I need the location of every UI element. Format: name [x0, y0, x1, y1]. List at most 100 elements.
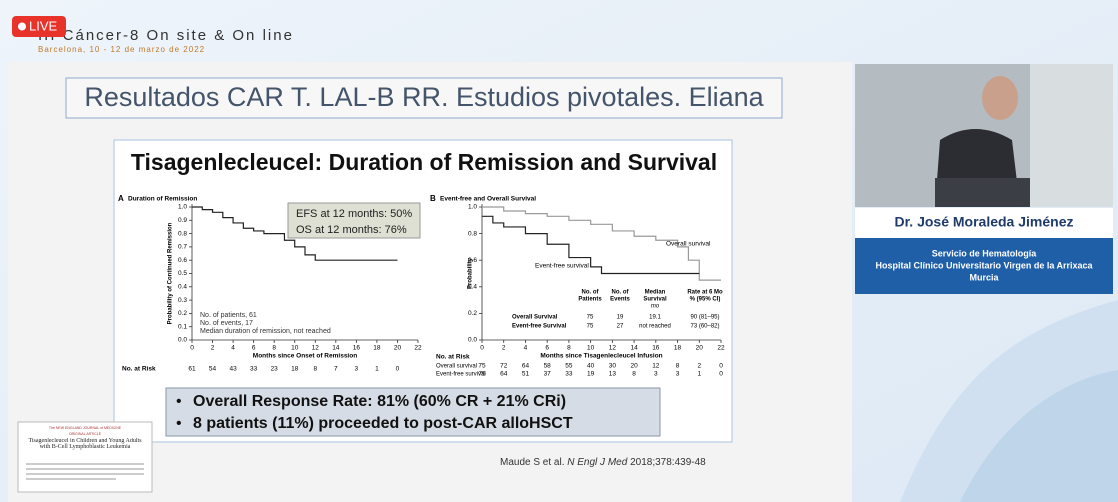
table-header: Survival: [643, 297, 667, 303]
x-tick-label: 0: [480, 345, 484, 352]
y-tick-label: 0.9: [178, 217, 187, 224]
note: Median duration of remission, not reache…: [200, 328, 331, 335]
risk-value: 3: [654, 371, 658, 378]
table-cell: 73 (60–82): [690, 324, 719, 330]
table-header: mo: [651, 304, 660, 310]
y-tick-label: 0.2: [178, 310, 187, 317]
table-row-label: Event-free Survival: [512, 324, 567, 330]
x-tick-label: 20: [696, 345, 704, 352]
lectern: [935, 178, 1030, 207]
x-tick-label: 14: [630, 345, 638, 352]
x-tick-label: 2: [211, 345, 215, 352]
risk-value: 1: [375, 366, 379, 373]
y-tick-label: 1.0: [178, 204, 187, 211]
affiliation: Murcia: [969, 272, 999, 282]
bullet: 8 patients (11%) proceeded to post-CAR a…: [193, 415, 573, 432]
note: No. of patients, 61: [200, 312, 257, 319]
risk-value: 30: [609, 363, 617, 370]
risk-value: 43: [229, 366, 237, 373]
risk-value: 0: [396, 366, 400, 373]
citation-ref: 2018;378:439-48: [630, 457, 706, 468]
risk-label: No. at Risk: [436, 354, 470, 361]
x-axis-label: Months since Onset of Remission: [253, 353, 357, 360]
x-tick-label: 12: [312, 345, 320, 352]
risk-row-label: Overall survival: [436, 364, 477, 370]
slide-title-box: [65, 77, 783, 119]
risk-value: 12: [652, 363, 660, 370]
y-axis-label: Probability of Continued Remission: [168, 222, 174, 324]
risk-value: 55: [565, 363, 573, 370]
x-tick-label: 8: [272, 345, 276, 352]
risk-value: 33: [565, 371, 573, 378]
wave: [960, 370, 1118, 502]
risk-value: 64: [522, 363, 530, 370]
table-header: Events: [610, 297, 630, 303]
y-tick-label: 0.1: [178, 323, 187, 330]
y-tick-label: 0.0: [178, 337, 187, 344]
table-cell: 75: [587, 315, 594, 321]
figure-title: Tisagenlecleucel: Duration of Remission …: [131, 149, 717, 175]
y-tick-label: 0.5: [178, 270, 187, 277]
risk-value: 7: [334, 366, 338, 373]
y-tick-label: 0.8: [468, 230, 477, 237]
risk-value: 8: [632, 371, 636, 378]
x-tick-label: 16: [652, 345, 660, 352]
y-tick-label: 0.8: [178, 230, 187, 237]
table-header: % (95% CI): [690, 297, 721, 303]
summary-line: EFS at 12 months: 50%: [296, 208, 412, 220]
risk-value: 8: [676, 363, 680, 370]
bullet-box: [165, 387, 661, 437]
x-tick-label: 4: [231, 345, 235, 352]
table-header: Median: [645, 290, 666, 296]
risk-value: 75: [478, 371, 486, 378]
y-tick-label: 0.4: [178, 284, 187, 291]
panel-title: Duration of Remission: [128, 196, 197, 203]
live-label: LIVE: [29, 18, 58, 33]
bullet-dot: •: [176, 393, 182, 410]
survival-curve: [482, 206, 721, 281]
risk-value: 51: [522, 371, 530, 378]
note: No. of events, 17: [200, 320, 253, 327]
risk-value: 23: [271, 366, 279, 373]
video-backdrop: [1030, 64, 1113, 207]
y-tick-label: 1.0: [468, 204, 477, 211]
risk-label: No. at Risk: [122, 366, 156, 373]
affiliation-box: [855, 238, 1113, 294]
x-tick-label: 14: [332, 345, 340, 352]
x-tick-label: 12: [609, 345, 617, 352]
citation: Maude S et al. N Engl J Med 2018;378:439…: [500, 457, 706, 468]
x-tick-label: 8: [567, 345, 571, 352]
table-cell: 19.1: [649, 315, 661, 321]
risk-value: 2: [697, 363, 701, 370]
survival-curve: [192, 206, 398, 261]
speaker-head: [982, 76, 1018, 120]
risk-row-label: Event-free survival: [436, 372, 486, 378]
paper-text: [26, 463, 144, 480]
risk-value: 13: [609, 371, 617, 378]
risk-value: 18: [291, 366, 299, 373]
risk-value: 58: [544, 363, 552, 370]
table-row-label: Overall Survival: [512, 315, 558, 321]
panel-letter: B: [430, 194, 436, 203]
y-tick-label: 0.3: [178, 297, 187, 304]
live-dot: [18, 22, 26, 31]
bullet-dot: •: [176, 415, 182, 432]
risk-value: 64: [500, 371, 508, 378]
risk-value: 3: [676, 371, 680, 378]
x-tick-label: 20: [394, 345, 402, 352]
paper-thumbnail: [17, 421, 153, 493]
summary-box: [287, 202, 421, 239]
table-header: Patients: [578, 297, 602, 303]
table-cell: 27: [617, 324, 624, 330]
table-cell: 75: [587, 324, 594, 330]
affiliation: Servicio de Hematología: [932, 248, 1038, 258]
survival-curve: [482, 215, 700, 275]
risk-value: 1: [697, 371, 701, 378]
x-tick-label: 10: [291, 345, 299, 352]
table-header: No. of: [582, 290, 600, 296]
paper-title: Tisagenlecleucel in Children and Young A…: [28, 438, 142, 450]
risk-value: 40: [587, 363, 595, 370]
y-tick-label: 0.7: [178, 244, 187, 251]
live-badge: [12, 16, 66, 37]
